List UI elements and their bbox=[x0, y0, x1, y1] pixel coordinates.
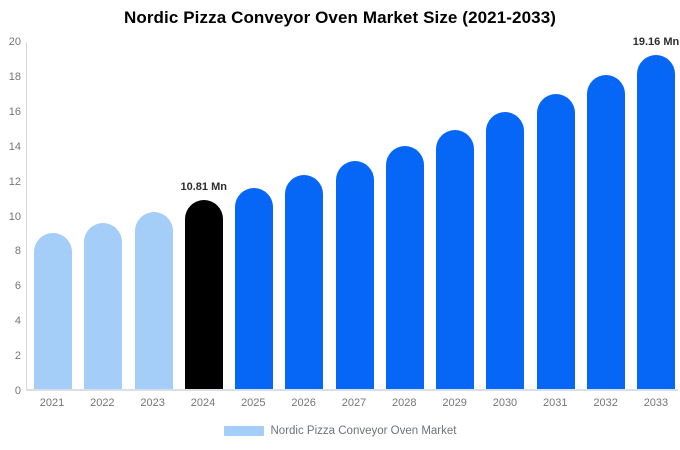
bar-2024: 10.81 Mn bbox=[181, 181, 227, 389]
x-tick-label-2024: 2024 bbox=[190, 397, 216, 409]
bar-2021 bbox=[34, 233, 72, 389]
bars-container: 10.81 Mn 19.16 Mn bbox=[34, 36, 679, 389]
plot-area: 10.81 Mn 19.16 Mn bbox=[26, 36, 679, 391]
y-tick-label: 18 bbox=[8, 70, 21, 83]
bar-2029 bbox=[436, 129, 474, 389]
y-tick-label: 10 bbox=[8, 210, 21, 223]
x-tick-label-2029: 2029 bbox=[442, 397, 467, 409]
x-axis-tick-labels: 2021 2022 2023 2024 2025 2026 2027 2028 2029 2030… bbox=[33, 397, 675, 411]
bar-2026 bbox=[285, 174, 324, 389]
legend: Nordic Pizza Conveyor Oven Market bbox=[0, 425, 680, 437]
y-tick-label: 8 bbox=[14, 245, 21, 258]
legend-swatch bbox=[223, 426, 264, 436]
bar-2030 bbox=[486, 112, 525, 389]
y-tick-label: 20 bbox=[8, 36, 21, 48]
bar-2025 bbox=[235, 188, 273, 389]
bar-2032 bbox=[586, 75, 625, 389]
x-tick-label-2031: 2031 bbox=[543, 397, 568, 409]
y-tick-label: 14 bbox=[8, 140, 21, 153]
x-tick-label-2032: 2032 bbox=[593, 397, 618, 409]
bar-2022 bbox=[84, 222, 123, 389]
y-tick-label: 6 bbox=[14, 280, 21, 293]
x-tick-label-2033: 2033 bbox=[643, 397, 669, 409]
bar-2033: 19.16 Mn bbox=[633, 36, 679, 389]
bar-value-label-2033: 19.16 Mn bbox=[632, 35, 680, 48]
x-tick-label-2030: 2030 bbox=[492, 397, 518, 409]
bar-2027 bbox=[335, 160, 374, 389]
bar-value-label-2024: 10.81 Mn bbox=[180, 181, 227, 194]
y-tick-label: 0 bbox=[14, 385, 21, 397]
x-tick-label-2028: 2028 bbox=[392, 397, 417, 409]
x-tick-label-2026: 2026 bbox=[291, 397, 316, 409]
bar-2028 bbox=[385, 145, 424, 389]
y-tick-label: 4 bbox=[14, 315, 21, 328]
y-tick-label: 2 bbox=[14, 350, 21, 363]
chart-title: Nordic Pizza Conveyor Oven Market Size (… bbox=[123, 8, 557, 27]
x-tick-label-2021: 2021 bbox=[39, 397, 65, 409]
y-tick-label: 12 bbox=[8, 175, 21, 188]
legend-label: Nordic Pizza Conveyor Oven Market bbox=[270, 425, 457, 437]
x-tick-label-2022: 2022 bbox=[90, 397, 115, 409]
y-tick-label: 16 bbox=[8, 105, 21, 118]
x-tick-label-2027: 2027 bbox=[341, 397, 367, 409]
bar-2031 bbox=[536, 94, 575, 389]
bar-2023 bbox=[134, 212, 173, 389]
x-tick-label-2025: 2025 bbox=[241, 397, 266, 409]
x-tick-label-2023: 2023 bbox=[140, 397, 165, 409]
